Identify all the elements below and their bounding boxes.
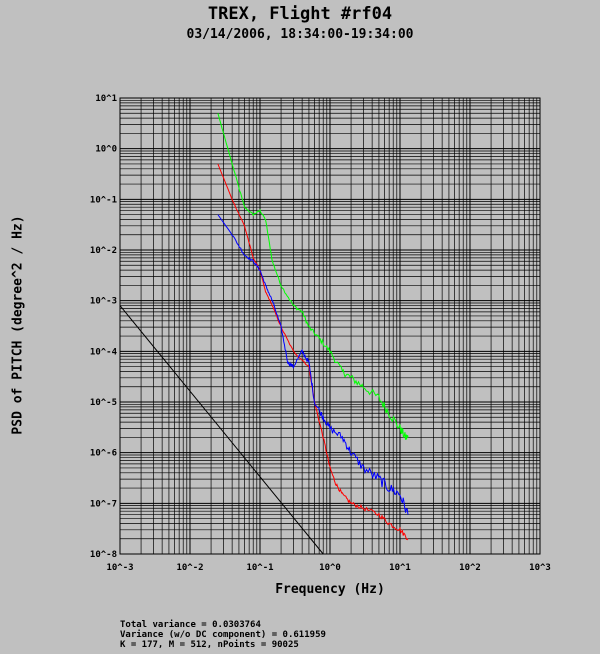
y-tick-label: 10^0 [95, 145, 117, 155]
series-line-black [119, 305, 324, 555]
series-line-green [217, 113, 409, 440]
y-tick-label: 10^-7 [90, 499, 117, 509]
variance-wo-dc-text: Variance (w/o DC component) = 0.611959 [120, 630, 326, 640]
x-tick-label: 10^-3 [106, 563, 133, 573]
stats-block: Total variance = 0.0303764 Variance (w/o… [120, 620, 326, 650]
y-tick-label: 10^-4 [90, 347, 118, 357]
y-tick-label: 10^-8 [90, 550, 117, 560]
y-tick-label: 10^-2 [90, 246, 117, 256]
x-tick-label: 10^-2 [176, 563, 203, 573]
y-tick-label: 10^-5 [90, 398, 117, 408]
params-text: K = 177, M = 512, nPoints = 90025 [120, 640, 299, 650]
y-tick-label: 10^-6 [90, 449, 117, 459]
x-tick-label: 10^-1 [246, 563, 273, 573]
y-tick-label: 10^-3 [90, 297, 117, 307]
chart-title: TREX, Flight #rf04 [207, 4, 393, 24]
x-tick-label: 10^0 [319, 563, 341, 573]
x-axis-label: Frequency (Hz) [275, 582, 385, 597]
total-variance-text: Total variance = 0.0303764 [120, 620, 261, 630]
chart-subtitle: 03/14/2006, 18:34:00-19:34:00 [186, 27, 414, 42]
y-tick-label: 10^-1 [90, 195, 117, 205]
plot-frame [119, 97, 541, 555]
x-tick-label: 10^3 [529, 563, 551, 573]
series-line-blue [217, 214, 409, 515]
y-tick-label: 10^1 [95, 94, 117, 104]
x-tick-label: 10^1 [389, 563, 411, 573]
x-tick-label: 10^2 [459, 563, 481, 573]
